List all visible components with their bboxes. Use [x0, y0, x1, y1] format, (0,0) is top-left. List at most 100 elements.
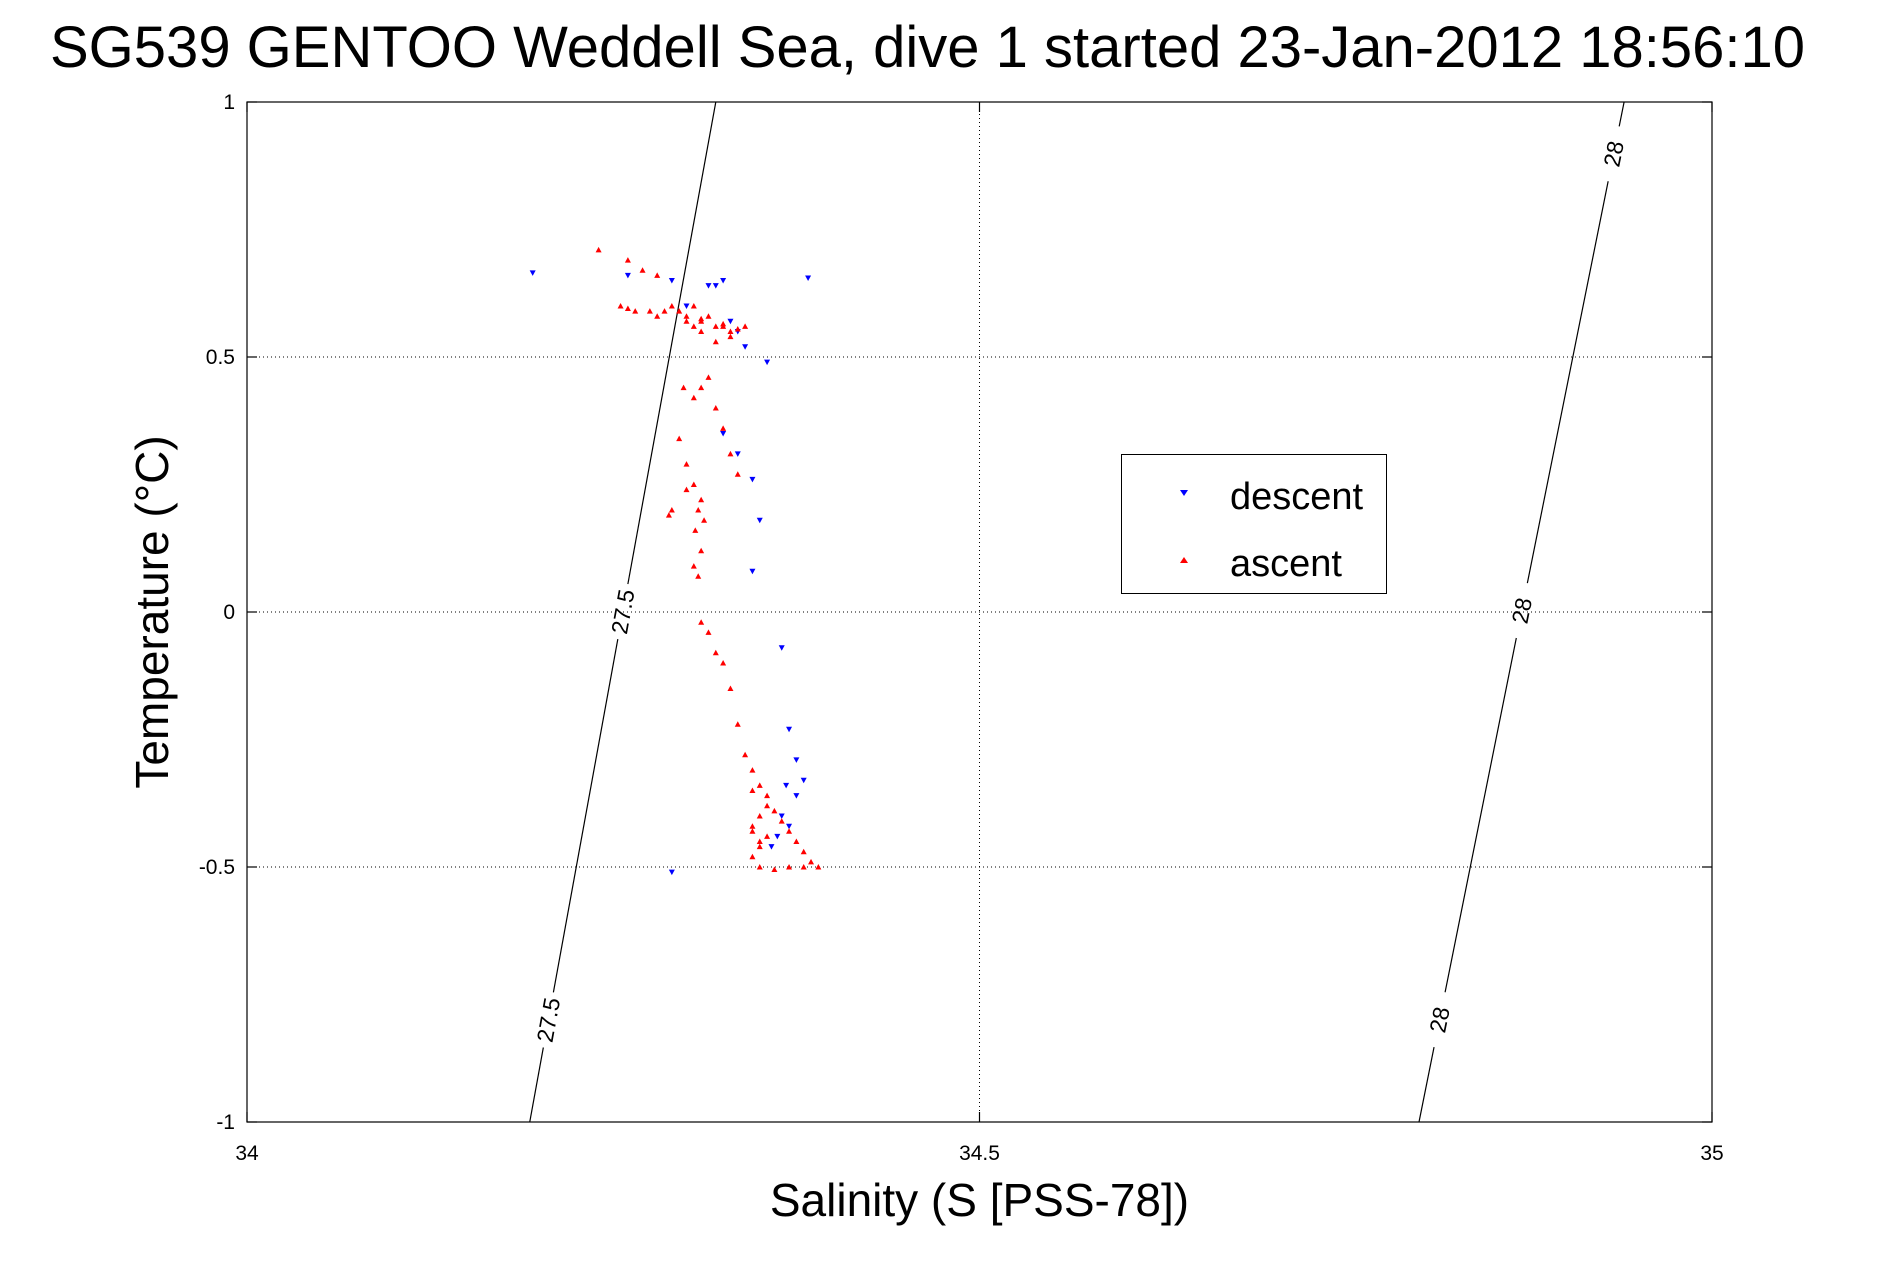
data-point-ascent [683, 313, 690, 319]
y-axis-title: Temperature (°C) [126, 435, 178, 788]
data-point-descent [742, 344, 749, 350]
data-point-descent [705, 283, 712, 289]
data-point-ascent [749, 828, 756, 834]
data-point-ascent [727, 450, 734, 457]
data-point-ascent [665, 512, 672, 518]
y-tick-label: -1 [216, 1111, 235, 1134]
data-point-ascent [690, 481, 697, 487]
contour-line [1526, 181, 1609, 584]
data-point-ascent [661, 308, 668, 314]
data-point-ascent [756, 864, 763, 870]
data-point-ascent [815, 864, 822, 870]
data-point-ascent [742, 323, 749, 329]
data-point-descent [624, 272, 631, 279]
contour-label: 27.5 [532, 996, 566, 1045]
legend-label-descent: descent [1230, 476, 1364, 518]
data-point-ascent [734, 721, 741, 727]
data-point-descent [712, 283, 719, 289]
data-point-ascent [742, 751, 749, 758]
data-point-ascent [808, 858, 815, 865]
data-point-descent [774, 833, 781, 840]
data-point-ascent [695, 507, 702, 513]
data-point-ascent [705, 313, 712, 319]
data-point-descent [768, 844, 775, 850]
data-point-ascent [705, 374, 712, 380]
contour-line [1618, 101, 1625, 127]
data-point-descent [720, 278, 727, 284]
data-point-ascent [749, 787, 756, 793]
legend-item-ascent: ascent [1122, 542, 1386, 585]
data-points [529, 246, 822, 876]
contour-line [1418, 1047, 1435, 1123]
data-point-ascent [749, 823, 756, 829]
data-point-ascent [624, 257, 631, 263]
data-point-ascent [764, 792, 771, 799]
data-point-ascent [712, 338, 719, 345]
data-point-ascent [771, 807, 778, 814]
data-point-ascent [712, 405, 719, 411]
contour-line [529, 1047, 544, 1123]
data-point-descent [764, 359, 771, 366]
legend: descent ascent [1121, 454, 1387, 594]
legend-item-descent: descent [1122, 475, 1386, 518]
data-point-descent [778, 645, 785, 651]
data-point-descent [793, 793, 800, 799]
y-tick-label: 1 [223, 91, 235, 114]
data-point-ascent [764, 802, 771, 809]
data-point-ascent [595, 246, 602, 253]
contour-label: 27.5 [606, 587, 640, 636]
data-point-ascent [683, 318, 690, 324]
data-point-ascent [727, 685, 734, 691]
y-tick-label: -0.5 [199, 856, 235, 879]
data-point-ascent [676, 435, 683, 442]
data-point-ascent [701, 517, 708, 523]
data-point-descent [668, 869, 675, 876]
data-point-ascent [756, 843, 763, 850]
data-point-ascent [624, 305, 631, 312]
data-point-ascent [646, 308, 653, 314]
data-point-ascent [771, 866, 778, 873]
data-point-ascent [749, 853, 756, 860]
y-tick-label: 0 [223, 601, 235, 624]
contour-line [1444, 637, 1517, 993]
data-point-ascent [800, 864, 807, 870]
data-point-ascent [654, 313, 661, 319]
data-point-descent [778, 813, 785, 819]
data-point-ascent [727, 328, 734, 334]
data-point-ascent [712, 323, 719, 329]
data-point-ascent [749, 767, 756, 773]
data-point-descent [786, 726, 793, 733]
data-point-ascent [698, 619, 705, 625]
data-point-ascent [676, 308, 683, 314]
data-point-ascent [734, 325, 741, 332]
data-point-descent [668, 278, 675, 284]
data-point-ascent [756, 838, 763, 844]
data-point-ascent [690, 323, 697, 329]
x-tick-label: 34.5 [959, 1142, 1000, 1165]
data-point-ascent [698, 328, 705, 334]
data-point-ascent [632, 308, 639, 314]
contour-line [552, 639, 619, 993]
data-point-descent [749, 476, 756, 483]
data-point-ascent [786, 864, 793, 870]
data-point-descent [783, 782, 790, 789]
contour-label: 28 [1598, 139, 1629, 169]
data-point-ascent [690, 303, 697, 309]
data-point-descent [805, 275, 812, 281]
data-point-ascent [698, 318, 705, 324]
data-point-ascent [734, 471, 741, 477]
data-point-descent [793, 757, 800, 763]
legend-label-ascent: ascent [1230, 543, 1342, 585]
data-point-descent [683, 303, 690, 309]
legend-marker-descent-icon [1180, 490, 1188, 496]
contour-line [627, 101, 717, 585]
data-point-ascent [680, 384, 687, 391]
data-point-ascent [683, 486, 690, 493]
data-point-ascent [756, 813, 763, 819]
data-point-ascent [712, 649, 719, 656]
data-point-descent [720, 431, 727, 437]
data-point-ascent [720, 660, 727, 666]
data-point-ascent [800, 848, 807, 855]
data-point-descent [727, 318, 734, 325]
